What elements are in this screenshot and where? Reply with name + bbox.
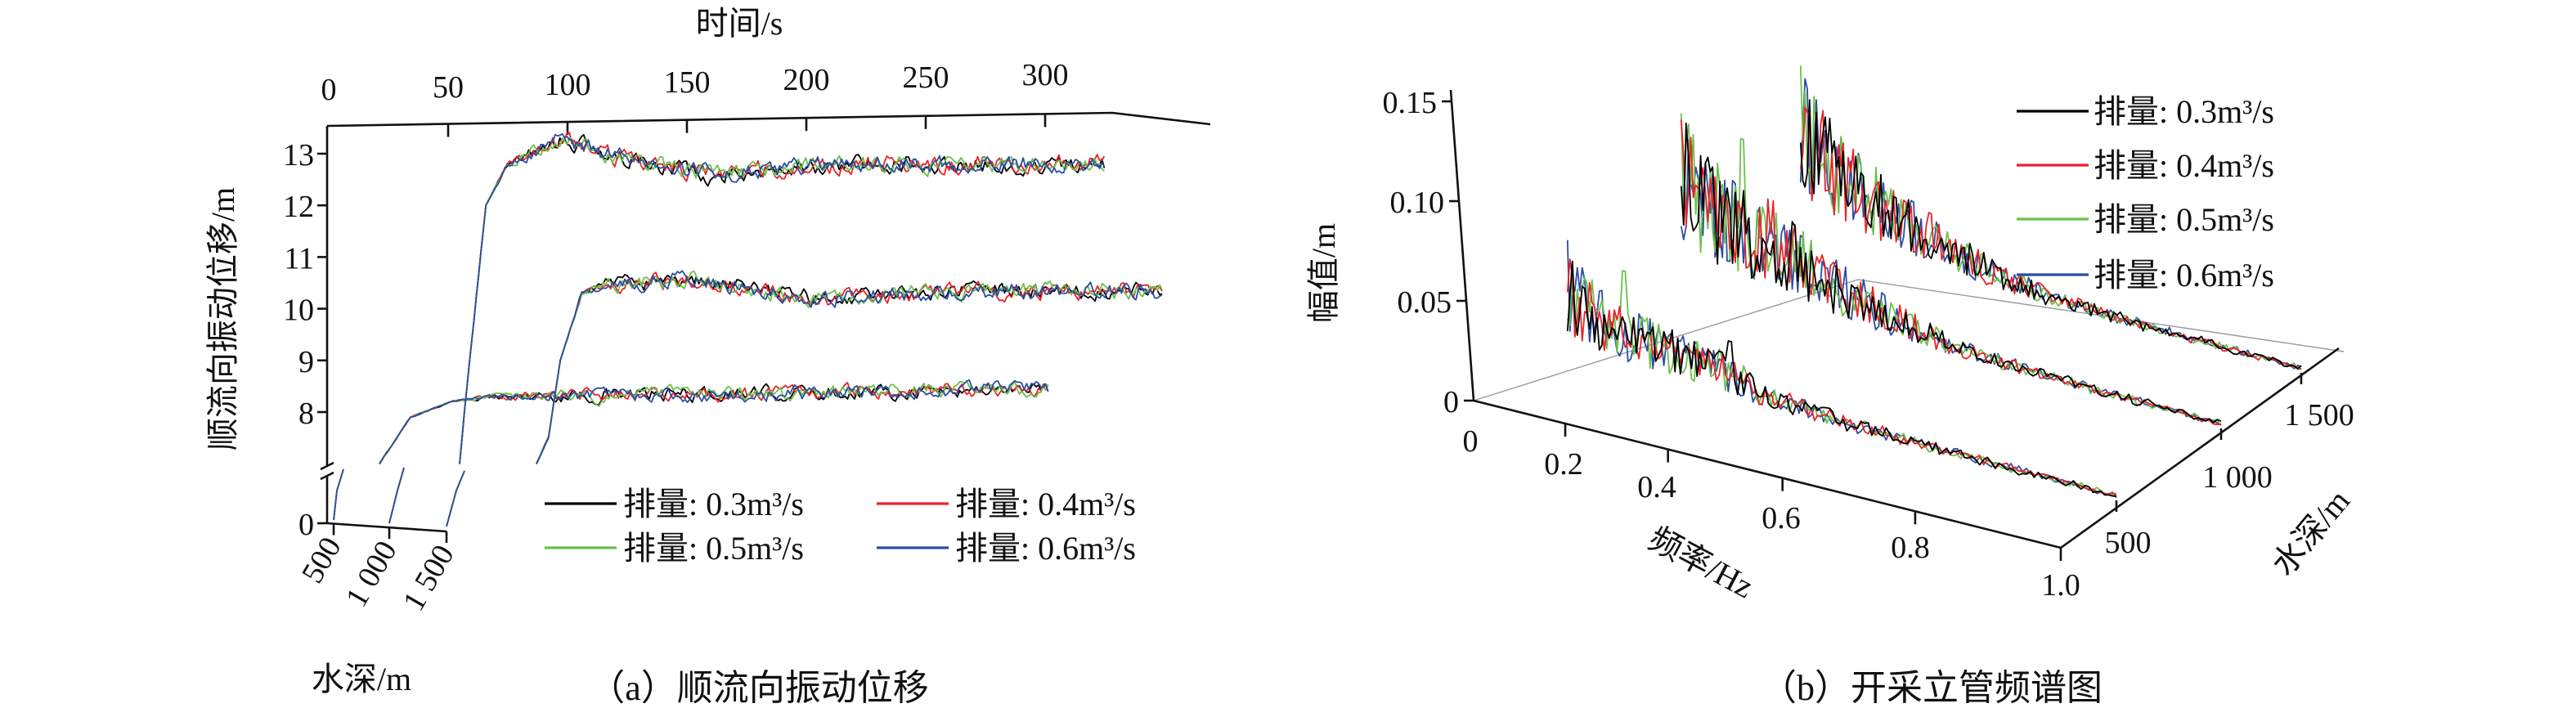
time-tick-label: 50: [433, 70, 464, 105]
trace-a-1000m-flow0: [459, 133, 1106, 464]
chart-a-axes: [317, 111, 1211, 543]
chart-b-spectrum: 0 0.05 0.10 0.15 0 0.2 0.4 0.6 0.8 1.0 500 1 000 1 5…: [1305, 65, 2357, 708]
amplitude-tick-label: 0.15: [1383, 86, 1438, 120]
trace-a-1000m-flow2: [459, 137, 1105, 464]
trace-a-lower-1000m-flow3: [388, 467, 405, 524]
chart-b-legend: 排量: 0.3m³/s 排量: 0.4m³/s 排量: 0.5m³/s 排量: …: [2017, 93, 2274, 294]
chart-b-caption: （b）开采立管频谱图: [1761, 668, 2103, 708]
trace-a-lower-500m-flow3: [333, 468, 344, 521]
trace-b-1500m-flow2: [1799, 65, 2302, 370]
time-tick-label: 200: [783, 63, 830, 97]
frequency-tick-label: 0: [1463, 424, 1479, 459]
legend-label-0-6: 排量: 0.6m³/s: [955, 530, 1136, 567]
time-tick-label: 100: [545, 68, 591, 102]
frequency-axis-line: [1473, 399, 2062, 549]
amplitude-tick-label: 0.05: [1398, 285, 1452, 320]
trace-b-1500m-flow0: [1799, 99, 2302, 370]
legend-label-0-3: 排量: 0.3m³/s: [623, 486, 804, 522]
y-tick-label: 8: [298, 397, 314, 431]
trace-b-500m-flow2: [1566, 265, 2117, 496]
chart-a-legend: 排量: 0.3m³/s 排量: 0.4m³/s 排量: 0.5m³/s 排量: …: [545, 486, 1136, 567]
trace-a-1500m-flow0: [536, 274, 1163, 464]
depth-tick-label: 1 500: [397, 540, 461, 617]
y-tick-label: 9: [298, 345, 314, 379]
chart-b-x-axis-title: 频率/Hz: [1643, 520, 1760, 605]
axis-break-mark: [320, 461, 334, 471]
trace-b-500m-flow0: [1566, 260, 2117, 498]
amplitude-axis-line: [1449, 89, 1475, 401]
trace-a-1000m-flow1: [459, 132, 1106, 464]
chart-b-tick-labels: 0 0.05 0.10 0.15 0 0.2 0.4 0.6 0.8 1.0 500 1 000 1 5…: [1383, 86, 2354, 603]
depth-axis-line: [2060, 347, 2340, 549]
depth-tick-label: 1 000: [2202, 460, 2273, 495]
chart-b-traces: [1566, 65, 2302, 499]
depth-tick-label: 500: [2105, 526, 2152, 560]
trace-a-lower-1500m-flow3: [446, 470, 465, 527]
amplitude-tick-label: 0: [1443, 385, 1459, 419]
chart-b-depth-axis-title: 水深/m: [2264, 482, 2357, 583]
chart-a-x-axis-title: 时间/s: [696, 5, 783, 42]
depth-tick-label: 1 500: [2284, 398, 2354, 432]
y-tick-label: 11: [284, 241, 314, 276]
trace-a-500m-flow1: [379, 382, 1049, 464]
axis-break-mark: [320, 471, 334, 481]
trace-a-500m-flow3: [379, 379, 1049, 465]
trace-b-500m-flow3: [1566, 240, 2117, 499]
chart-b-y-axis-title: 幅值/m: [1305, 223, 1342, 323]
legend-label-0-4: 排量: 0.4m³/s: [2094, 147, 2274, 184]
legend-label-0-3: 排量: 0.3m³/s: [2094, 93, 2274, 130]
time-tick-label: 150: [664, 65, 711, 100]
y-tick-label: 13: [283, 138, 314, 173]
trace-b-1000m-flow0: [1680, 122, 2222, 423]
time-axis-line: [326, 111, 1211, 128]
frequency-tick-label: 0.2: [1544, 447, 1583, 482]
frequency-tick-label: 0.6: [1761, 501, 1801, 536]
trace-a-1000m-flow3: [459, 132, 1106, 464]
frequency-tick-label: 0.8: [1891, 531, 1930, 565]
trace-a-1500m-flow3: [536, 270, 1163, 464]
chart-a-caption: （a）顺流向振动位移: [589, 668, 929, 708]
chart-a-y-axis-title: 顺流向振动位移/m: [204, 187, 241, 450]
y-tick-label: 10: [283, 294, 314, 328]
trace-b-500m-flow1: [1566, 258, 2117, 496]
legend-label-0-4: 排量: 0.4m³/s: [955, 486, 1136, 522]
legend-label-0-5: 排量: 0.5m³/s: [623, 530, 804, 567]
chart-a-depth-axis-title: 水深/m: [312, 661, 411, 697]
frequency-tick-label: 0.4: [1637, 470, 1676, 504]
depth-tick-label: 1 000: [339, 536, 404, 613]
amplitude-tick-label: 0.10: [1390, 186, 1445, 220]
trace-a-1500m-flow2: [536, 270, 1163, 464]
time-tick-label: 300: [1022, 58, 1069, 92]
trace-b-1500m-flow1: [1799, 106, 2302, 370]
legend-label-0-5: 排量: 0.5m³/s: [2094, 201, 2274, 238]
time-tick-label: 0: [321, 73, 337, 107]
depth-axis-line: [326, 522, 447, 533]
trace-a-500m-flow2: [379, 380, 1049, 465]
legend-label-0-6: 排量: 0.6m³/s: [2094, 257, 2274, 294]
y-tick-label: 12: [283, 190, 314, 224]
time-tick-label: 250: [903, 60, 949, 95]
chart-a-traces: [333, 132, 1163, 527]
frequency-tick-label: 1.0: [2041, 568, 2080, 603]
y-tick-label: 0: [298, 508, 314, 542]
